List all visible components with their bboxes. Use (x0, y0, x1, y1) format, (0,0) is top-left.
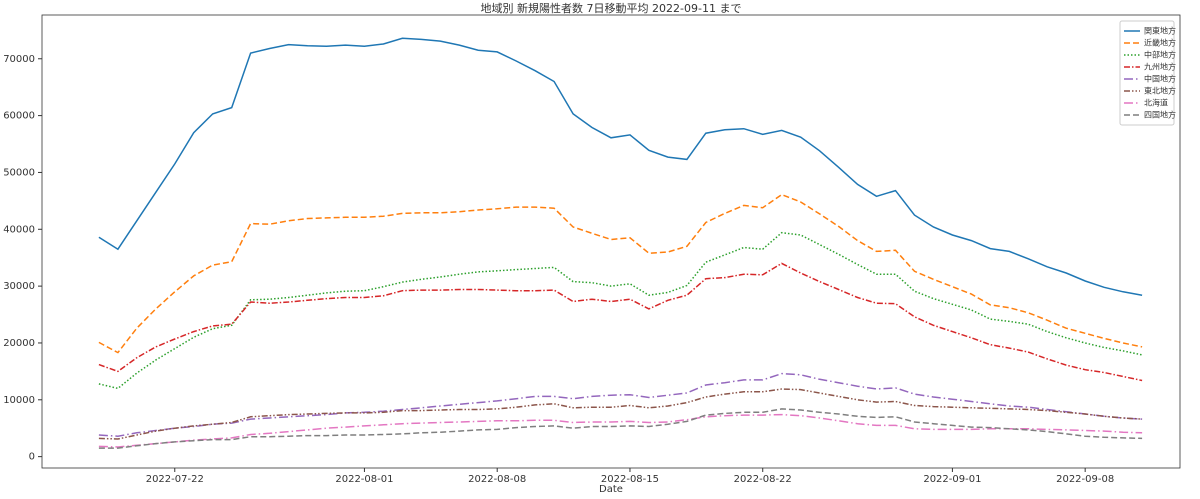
legend-label: 九州地方 (1144, 62, 1176, 72)
x-tick-label: 2022-09-01 (923, 474, 981, 485)
x-tick-label: 2022-08-01 (335, 474, 393, 485)
series-line (98, 408, 1143, 449)
series-line (98, 262, 1143, 382)
x-tick-label: 2022-08-08 (468, 474, 526, 485)
y-tick-label: 60000 (3, 111, 35, 122)
legend-label: 中部地方 (1144, 50, 1176, 60)
x-tick-label: 2022-08-15 (601, 474, 659, 485)
legend-label: 東北地方 (1144, 86, 1176, 96)
y-tick-label: 0 (29, 452, 35, 463)
legend-label: 四国地方 (1144, 110, 1176, 120)
series-line (98, 231, 1143, 390)
y-tick-label: 70000 (3, 54, 35, 65)
series-line (98, 37, 1143, 296)
series-line (98, 372, 1143, 437)
y-tick-label: 30000 (3, 281, 35, 292)
plot-frame (41, 14, 1181, 469)
chart-title: 地域別 新規陽性者数 7日移動平均 2022-09-11 まで (481, 1, 742, 15)
y-tick-label: 50000 (3, 167, 35, 178)
x-tick-label: 2022-07-22 (146, 474, 204, 485)
x-tick-label: 2022-09-08 (1056, 474, 1114, 485)
x-tick-label: 2022-08-22 (734, 474, 792, 485)
legend-label: 近畿地方 (1144, 38, 1176, 48)
series-line (98, 193, 1143, 354)
series-line (98, 388, 1143, 440)
x-axis-label: Date (599, 484, 623, 495)
series-line (98, 413, 1143, 448)
legend-label: 中国地方 (1144, 74, 1176, 84)
y-tick-label: 20000 (3, 338, 35, 349)
y-tick-label: 10000 (3, 395, 35, 406)
y-tick-label: 40000 (3, 224, 35, 235)
legend-label: 北海道 (1144, 98, 1168, 108)
legend-label: 関東地方 (1144, 26, 1176, 36)
legend-box (1119, 20, 1175, 126)
